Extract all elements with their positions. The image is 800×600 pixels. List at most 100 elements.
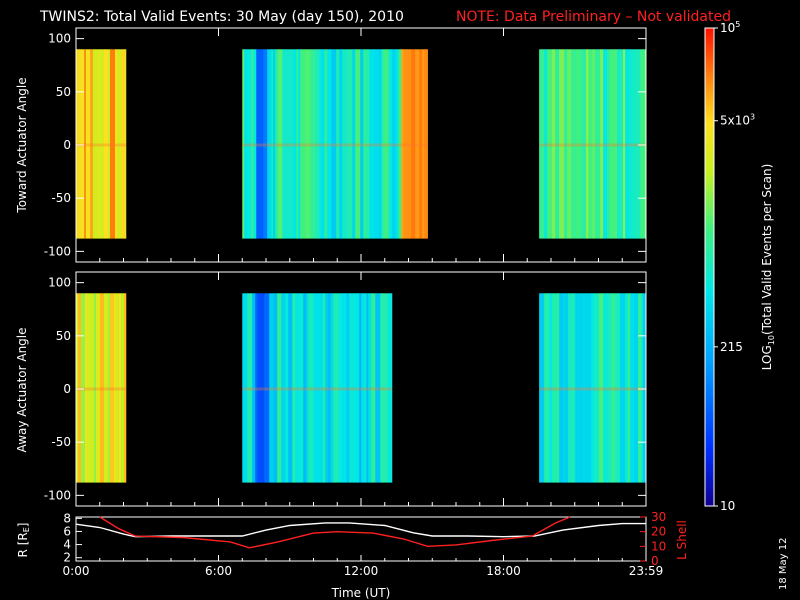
heatmap-cell	[625, 293, 629, 483]
heatmap-cell	[381, 49, 384, 239]
heatmap-cell	[392, 49, 396, 239]
heatmap-cell	[321, 49, 325, 239]
heatmap-cell	[617, 293, 621, 483]
chart-note: NOTE: Data Preliminary – Not validated	[456, 9, 731, 25]
heatmap-cell	[346, 293, 350, 483]
heatmap-cell	[247, 49, 252, 239]
heatmap-cell	[544, 293, 548, 483]
colorbar-ticks: 10 215 5x103 105	[714, 20, 755, 513]
away-axes: 100 50 0 -50 -100	[44, 272, 647, 506]
ytick-label: -50	[51, 435, 71, 449]
heatmap-cell	[328, 293, 331, 483]
away-heatmap-cells	[76, 293, 647, 483]
heatmap-cell	[539, 49, 545, 239]
heatmap-cell	[382, 293, 388, 483]
orbit-left-tick-label: 6	[63, 524, 71, 538]
heatmap-cell	[539, 293, 545, 483]
colorbar-tick-label: 10	[720, 499, 735, 513]
heatmap-cell	[398, 49, 402, 239]
heatmap-cell	[342, 49, 348, 239]
heatmap-cell	[544, 49, 548, 239]
heatmap-cell	[338, 293, 343, 483]
heatmap-cell	[319, 49, 322, 239]
heatmap-cell	[277, 293, 282, 483]
heatmap-cell	[360, 49, 364, 239]
heatmap-cell	[355, 293, 360, 483]
heatmap-cell	[76, 49, 80, 239]
heatmap-cell	[567, 49, 572, 239]
heatmap-cell	[557, 293, 560, 483]
toward-segment-2	[539, 49, 647, 239]
orbit-right-tick-label: 10	[651, 539, 666, 553]
ytick-label: 0	[63, 382, 71, 396]
heatmap-cell	[585, 293, 589, 483]
heatmap-cell	[595, 49, 601, 239]
heatmap-cell	[390, 49, 393, 239]
heatmap-cell	[395, 49, 399, 239]
heatmap-cell	[81, 49, 85, 239]
away-segment-0	[76, 293, 127, 483]
heatmap-cell	[628, 293, 631, 483]
heatmap-cell	[273, 49, 276, 239]
heatmap-cell	[117, 49, 123, 239]
heatmap-cell	[591, 293, 595, 483]
heatmap-cell	[110, 49, 116, 239]
colorbar-tick-label: 105	[720, 20, 740, 35]
heatmap-cell	[104, 49, 109, 239]
heatmap-cell	[104, 293, 107, 483]
heatmap-cell	[415, 49, 420, 239]
heatmap-cell	[299, 293, 304, 483]
date-stamp: 18 May 12	[778, 538, 789, 590]
ytick-label: 50	[56, 329, 71, 343]
heatmap-cell	[255, 293, 258, 483]
heatmap-cell	[636, 49, 641, 239]
orbit-left-tick-label: 2	[63, 551, 71, 565]
heatmap-cell	[298, 49, 301, 239]
ytick-label: 100	[48, 276, 71, 290]
heatmap-cell	[100, 49, 105, 239]
heatmap-cell	[352, 49, 356, 239]
heatmap-cell	[555, 49, 560, 239]
heatmap-cell	[76, 293, 79, 483]
heatmap-cell	[271, 49, 274, 239]
heatmap-cell	[285, 293, 289, 483]
toward-axes: 100 50 0 -50 -100	[44, 28, 647, 262]
heatmap-cell	[292, 293, 296, 483]
away-ylabel: Away Actuator Angle	[15, 327, 29, 452]
heatmap-cell	[308, 293, 314, 483]
heatmap-cell	[366, 293, 369, 483]
heatmap-cell	[125, 49, 127, 239]
heatmap-cell	[559, 49, 565, 239]
heatmap-cell	[324, 49, 328, 239]
ytick-label: -100	[44, 488, 71, 502]
heatmap-cell	[244, 49, 248, 239]
heatmap-cell	[620, 293, 626, 483]
heatmap-cell	[374, 49, 380, 239]
heatmap-cell	[261, 293, 265, 483]
heatmap-cell	[124, 293, 127, 483]
heatmap-cell	[638, 293, 642, 483]
heatmap-cell	[594, 293, 600, 483]
heatmap-cell	[643, 293, 647, 483]
heatmap-cell	[115, 49, 118, 239]
heatmap-cell	[327, 49, 332, 239]
colorbar-tick-label: 5x103	[720, 113, 755, 128]
heatmap-cell	[347, 49, 353, 239]
heatmap-cell	[349, 293, 354, 483]
heatmap-cell	[90, 293, 95, 483]
heatmap-cell	[325, 293, 329, 483]
r-series-line	[75, 522, 646, 538]
heatmap-cell	[419, 49, 423, 239]
heatmap-cell	[364, 293, 367, 483]
heatmap-cell	[592, 49, 596, 239]
ytick-label: -50	[51, 191, 71, 205]
orbit-right-ylabel: L Shell	[675, 520, 689, 560]
heatmap-cell	[575, 293, 581, 483]
heatmap-cell	[361, 293, 365, 483]
toward-heatmap-cells	[76, 49, 647, 239]
heatmap-cell	[368, 293, 372, 483]
heatmap-cell	[355, 49, 361, 239]
heatmap-cell	[330, 293, 334, 483]
heatmap-cell	[256, 49, 259, 239]
